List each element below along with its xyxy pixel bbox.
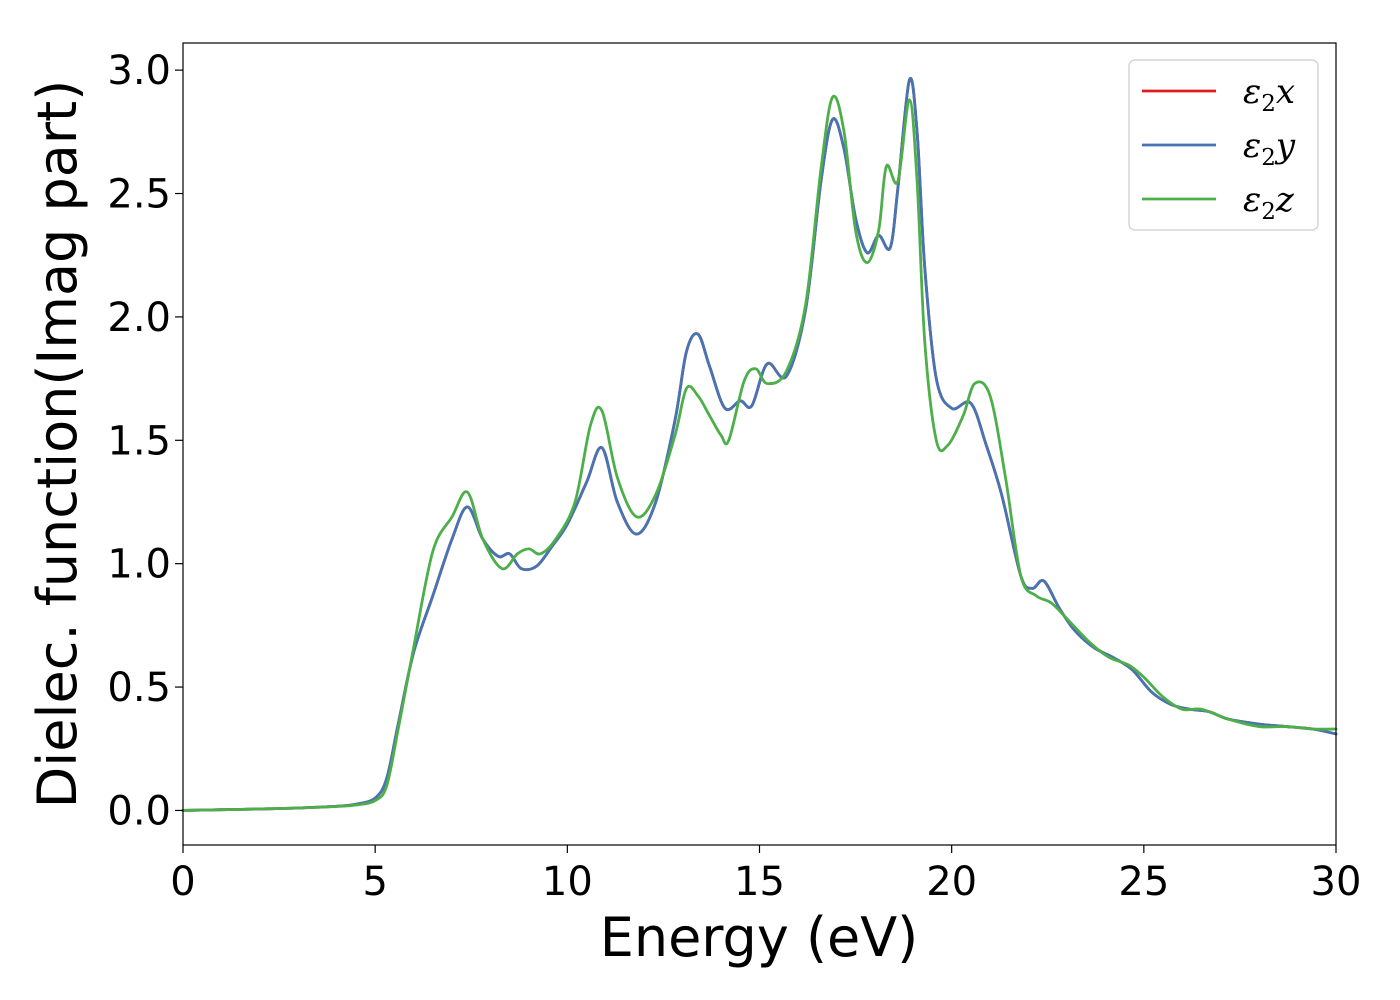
- legend-item: ε2x: [1142, 72, 1295, 117]
- y-tick-label: 1.5: [107, 418, 171, 464]
- legend-item: ε2z: [1142, 180, 1295, 225]
- x-tick-label: 10: [542, 859, 593, 905]
- x-tick-label: 0: [170, 859, 195, 905]
- y-tick-label: 0.5: [107, 665, 171, 711]
- y-axis-label: Dielec. function(Imag part): [26, 80, 89, 809]
- y-tick-label: 2.0: [107, 295, 171, 341]
- y-tick-label: 2.5: [107, 172, 171, 218]
- y-axis-ticks: 0.0 0.5 1.0 1.5 2.0 2.5 3.0: [107, 48, 183, 834]
- x-tick-label: 25: [1118, 859, 1169, 905]
- x-tick-label: 30: [1311, 859, 1362, 905]
- x-tick-label: 15: [734, 859, 785, 905]
- x-tick-label: 20: [926, 859, 977, 905]
- x-axis-ticks: 0 5 10 15 20 25 30: [170, 845, 1361, 905]
- legend-label: ε2z: [1243, 180, 1295, 225]
- series-layer: [181, 76, 1338, 812]
- legend-item: ε2y: [1142, 126, 1296, 171]
- y-tick-label: 1.0: [107, 542, 171, 588]
- x-axis-label: Energy (eV): [600, 906, 919, 969]
- series-line-ε2z: [181, 94, 1338, 812]
- legend-label: ε2x: [1243, 72, 1295, 117]
- y-tick-label: 0.0: [107, 788, 171, 834]
- legend: ε2x ε2y ε2z: [1128, 59, 1319, 231]
- legend-label: ε2y: [1243, 126, 1296, 171]
- y-tick-label: 3.0: [107, 48, 171, 94]
- x-tick-label: 5: [362, 859, 387, 905]
- legend-box: [1128, 59, 1319, 231]
